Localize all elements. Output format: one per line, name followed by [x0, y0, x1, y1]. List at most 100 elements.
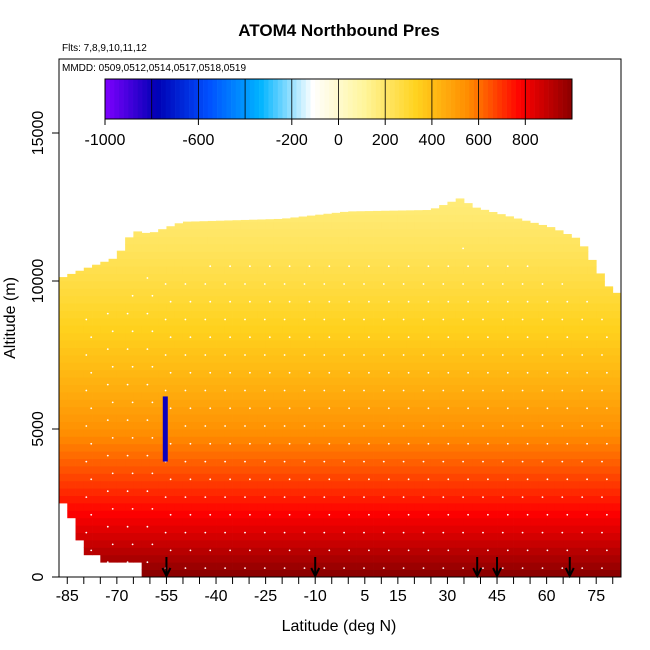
- data-cell: [273, 569, 283, 577]
- data-cell: [67, 399, 76, 408]
- data-cell: [497, 273, 506, 282]
- colorbar-cell: [217, 79, 223, 119]
- data-cell: [224, 547, 233, 556]
- data-cell: [240, 236, 250, 245]
- data-cell: [612, 436, 621, 445]
- data-cell: [455, 510, 465, 519]
- colorbar-cell: [436, 79, 442, 119]
- colorbar-cell: [142, 79, 148, 119]
- data-cell: [265, 362, 275, 371]
- data-cell: [604, 495, 614, 504]
- sample-dot: [427, 265, 430, 268]
- data-cell: [422, 355, 432, 363]
- data-cell: [265, 244, 275, 252]
- data-cell: [497, 377, 506, 385]
- data-cell: [116, 377, 126, 385]
- data-cell: [282, 392, 291, 400]
- data-cell: [497, 532, 506, 541]
- data-cell: [133, 458, 143, 467]
- data-cell: [604, 429, 614, 437]
- data-cell: [530, 443, 539, 452]
- data-cell: [406, 451, 415, 459]
- data-cell: [174, 458, 184, 467]
- data-cell: [240, 384, 250, 393]
- sample-dot: [501, 460, 504, 463]
- data-cell: [265, 288, 275, 297]
- data-cell: [430, 295, 440, 304]
- colorbar-tick-label: 600: [465, 132, 492, 149]
- data-cell: [463, 266, 473, 274]
- data-cell: [158, 273, 167, 282]
- data-cell: [224, 236, 233, 245]
- data-cell: [83, 332, 93, 341]
- sample-dot: [442, 283, 445, 285]
- colorbar: -1000 -600 -200 0 200 400 600 800: [85, 78, 573, 149]
- sample-dot: [90, 513, 93, 516]
- data-cell: [282, 347, 291, 356]
- data-cell: [166, 443, 176, 452]
- data-cell: [125, 473, 134, 482]
- data-cell: [240, 295, 250, 304]
- data-cell: [191, 362, 200, 371]
- data-cell: [108, 325, 118, 334]
- data-cell: [480, 318, 490, 326]
- data-cell: [216, 369, 225, 378]
- data-cell: [406, 517, 415, 526]
- data-cell: [207, 443, 217, 452]
- data-cell: [563, 495, 572, 504]
- sample-dot: [387, 513, 390, 516]
- sample-dot: [606, 407, 608, 410]
- data-cell: [133, 503, 143, 511]
- data-cell: [133, 347, 143, 356]
- data-cell: [587, 303, 597, 311]
- data-cell: [199, 569, 209, 577]
- data-cell: [546, 318, 556, 326]
- data-cell: [290, 281, 300, 289]
- data-cell: [158, 414, 167, 422]
- sample-dot: [462, 531, 464, 534]
- data-cell: [530, 421, 539, 430]
- data-cell: [596, 510, 605, 519]
- data-cell: [381, 295, 390, 304]
- data-cell: [505, 569, 514, 577]
- data-cell: [604, 547, 614, 556]
- flights-label: Flts: 7,8,9,10,11,12: [62, 43, 147, 54]
- data-cell: [381, 210, 390, 215]
- data-cell: [530, 288, 539, 297]
- data-cell: [282, 421, 291, 430]
- sample-dot: [422, 567, 425, 569]
- data-cell: [463, 525, 473, 533]
- sample-dot: [506, 300, 509, 303]
- data-cell: [257, 258, 267, 267]
- data-cell: [513, 399, 523, 408]
- data-cell: [521, 569, 531, 577]
- data-cell: [290, 332, 300, 341]
- data-cell: [249, 295, 258, 304]
- data-cell: [505, 451, 514, 459]
- data-cell: [199, 347, 209, 356]
- data-cell: [141, 562, 151, 570]
- data-cell: [149, 473, 159, 482]
- data-cell: [488, 266, 498, 274]
- sample-dot: [126, 525, 129, 528]
- sample-dot: [308, 513, 311, 516]
- data-cell: [455, 406, 465, 415]
- data-cell: [422, 510, 432, 519]
- data-cell: [298, 488, 308, 496]
- data-cell: [315, 355, 324, 363]
- sample-dot: [447, 549, 450, 552]
- data-cell: [207, 220, 217, 223]
- data-cell: [59, 466, 68, 474]
- sample-dot: [189, 478, 192, 481]
- data-cell: [604, 554, 614, 563]
- data-cell: [480, 266, 490, 274]
- data-cell: [364, 480, 374, 489]
- data-cell: [596, 458, 605, 467]
- data-cell: [505, 325, 514, 334]
- data-cell: [224, 310, 233, 319]
- sample-dot: [382, 318, 385, 321]
- data-cell: [439, 369, 448, 378]
- colorbar-tick-label: 400: [419, 132, 446, 149]
- data-cell: [612, 325, 621, 334]
- data-cell: [521, 510, 531, 519]
